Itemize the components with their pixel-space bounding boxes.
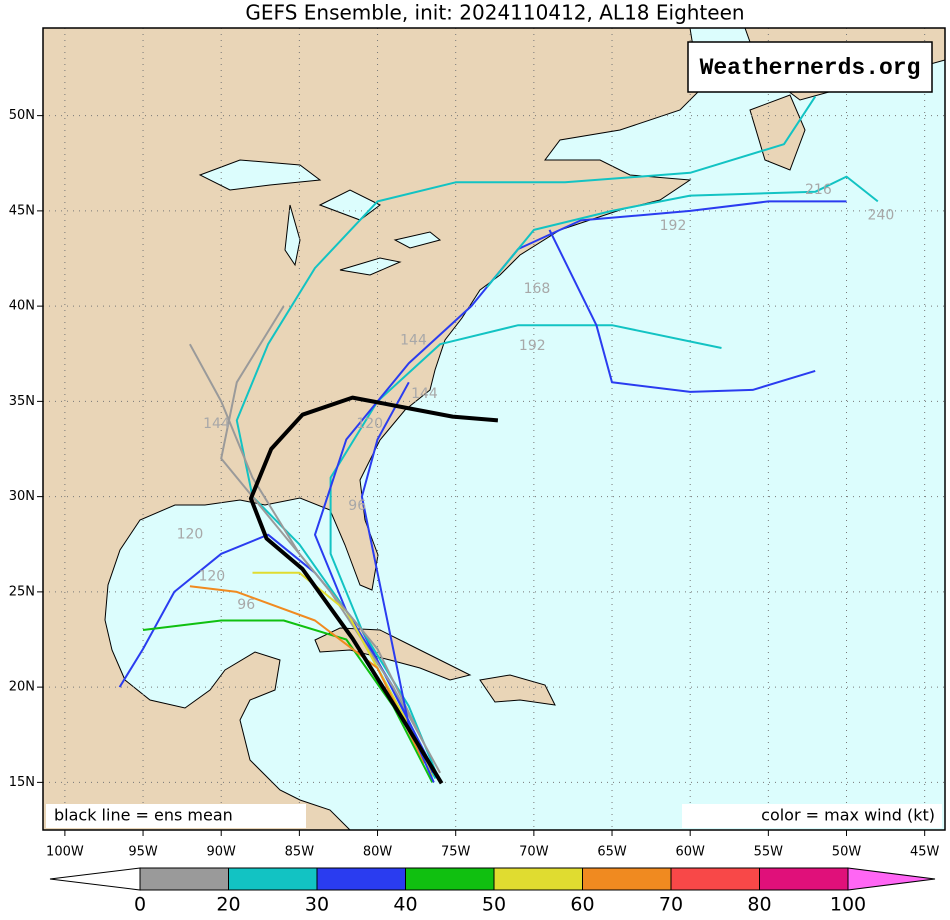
y-tick-label: 30N	[9, 489, 35, 504]
hour-label: 144	[203, 416, 230, 432]
colorbar-label: 80	[747, 894, 771, 916]
member-track	[220, 305, 441, 774]
colorbar-label: 40	[393, 894, 417, 916]
colorbar-label: 60	[570, 894, 594, 916]
colorbar-label: 20	[216, 894, 240, 916]
hour-label: 144	[411, 386, 438, 402]
x-tick-label: 45W	[910, 845, 940, 860]
colorbar-segment	[405, 867, 495, 891]
colorbar-label: 50	[482, 894, 506, 916]
y-tick-label: 25N	[9, 584, 35, 599]
member-track	[329, 324, 722, 783]
colorbar-segment	[493, 867, 583, 891]
x-tick-label: 65W	[597, 845, 627, 860]
hour-label: 192	[519, 338, 546, 354]
colorbar-segment	[228, 867, 318, 891]
x-tick-label: 95W	[128, 845, 158, 860]
x-tick-label: 85W	[285, 845, 315, 860]
colorbar-segment	[316, 867, 406, 891]
note-right: color = max wind (kt)	[761, 806, 935, 825]
colorbar-segment	[759, 867, 849, 891]
member-track	[548, 229, 816, 393]
x-tick-label: 100W	[46, 845, 84, 860]
hour-label: 120	[356, 416, 383, 432]
colorbar-label: 0	[134, 894, 146, 916]
colorbar-under	[49, 867, 141, 891]
y-tick-label: 35N	[9, 394, 35, 409]
colorbar-over	[847, 867, 936, 891]
colorbar-segment	[139, 867, 229, 891]
note-box	[682, 804, 942, 828]
x-tick-label: 90W	[207, 845, 237, 860]
note-left: black line = ens mean	[54, 806, 233, 825]
member-track	[142, 619, 434, 783]
hour-label: 96	[237, 597, 255, 613]
x-tick-label: 50W	[832, 845, 862, 860]
y-tick-label: 50N	[9, 108, 35, 123]
hour-label: 120	[177, 527, 204, 543]
hour-label: 120	[198, 569, 225, 585]
x-tick-label: 70W	[519, 845, 549, 860]
map-frame	[42, 27, 946, 831]
y-tick-label: 15N	[9, 775, 35, 790]
hour-label: 216	[805, 182, 832, 198]
hour-label: 168	[524, 281, 551, 297]
x-tick-label: 60W	[675, 845, 705, 860]
watermark: Weathernerds.org	[700, 55, 921, 81]
y-tick-label: 40N	[9, 299, 35, 314]
colorbar-segment	[670, 867, 760, 891]
note-box	[46, 804, 306, 828]
colorbar-label: 30	[305, 894, 329, 916]
watermark-box	[687, 41, 933, 93]
member-track	[486, 175, 879, 288]
colorbar-label: 100	[830, 894, 866, 916]
colorbar-segment	[582, 867, 672, 891]
hour-label: 96	[348, 498, 366, 514]
x-tick-label: 55W	[754, 845, 784, 860]
hour-label: 144	[400, 332, 427, 348]
hour-label: 240	[868, 208, 895, 224]
member-track	[235, 96, 817, 780]
colorbar-label: 70	[659, 894, 683, 916]
x-tick-label: 80W	[363, 845, 393, 860]
y-tick-label: 45N	[9, 203, 35, 218]
title: GEFS Ensemble, init: 2024110412, AL18 Ei…	[245, 1, 744, 25]
y-tick-label: 20N	[9, 680, 35, 695]
member-track	[189, 343, 426, 745]
x-tick-label: 75W	[441, 845, 471, 860]
hour-label: 192	[660, 218, 687, 234]
lakes	[198, 159, 442, 276]
mean-track	[248, 395, 499, 785]
